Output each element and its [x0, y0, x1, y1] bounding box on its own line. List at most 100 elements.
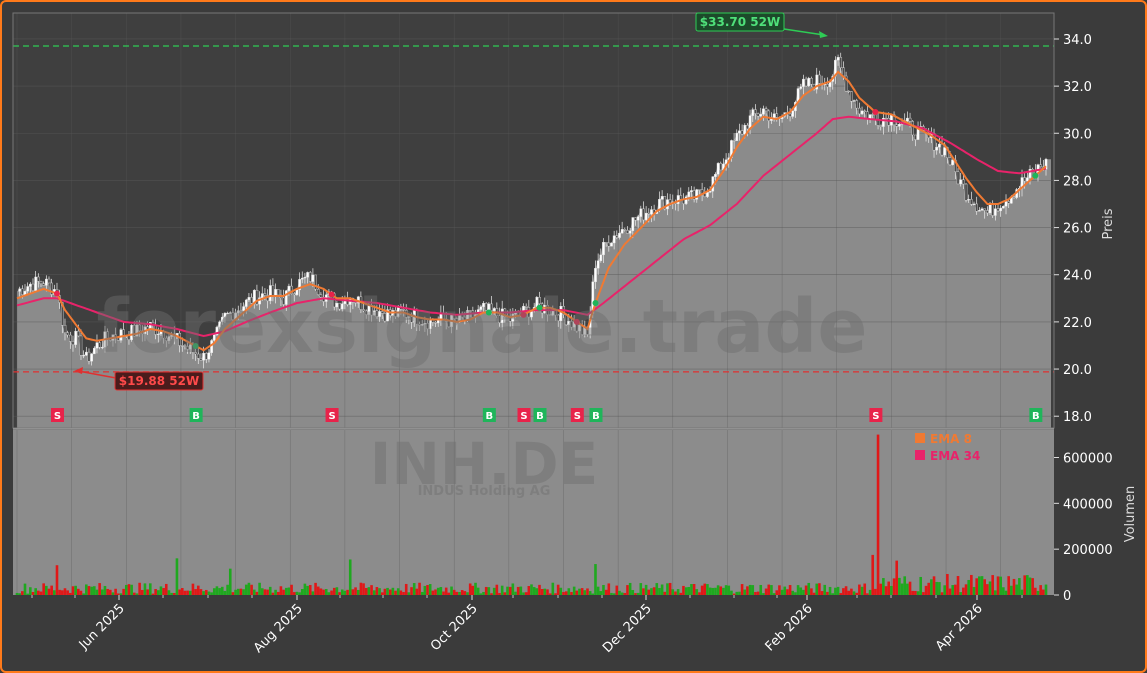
candle-body	[212, 334, 216, 341]
volume-bar	[439, 587, 443, 595]
candle-body	[959, 179, 962, 185]
volume-bar	[479, 593, 483, 595]
candle-body	[767, 110, 771, 121]
signal-label: S	[872, 411, 879, 422]
volume-bar	[727, 585, 731, 595]
volume-bar	[466, 592, 469, 595]
volume-bar	[924, 585, 928, 595]
signal-marker-sell	[869, 408, 883, 422]
signal-marker-buy	[189, 408, 203, 422]
volume-bar	[167, 590, 171, 595]
candle-body	[996, 208, 1000, 212]
volume-bar	[692, 584, 696, 595]
candle-body	[292, 293, 296, 296]
candle-body	[196, 353, 200, 359]
high-52w-box	[695, 12, 785, 32]
candle-body	[135, 324, 139, 337]
volume-bar	[258, 582, 261, 595]
volume-bar	[508, 586, 512, 595]
volume-bar	[986, 584, 989, 595]
candle-body	[93, 347, 96, 355]
candle-body	[247, 297, 251, 301]
crossover-dot	[328, 291, 335, 298]
candle-body	[410, 316, 413, 323]
volume-bar	[583, 590, 587, 595]
volume-bar	[858, 584, 861, 595]
volume-bar	[484, 586, 488, 595]
candle-body	[1026, 177, 1029, 182]
volume-bar	[839, 593, 843, 595]
volume-bar	[836, 586, 840, 595]
volume-bar	[154, 589, 157, 595]
volume-bar	[922, 592, 925, 595]
signal-label: B	[486, 411, 494, 422]
volume-bar	[447, 592, 451, 595]
volume-bar	[767, 584, 771, 595]
volume-bar	[188, 590, 192, 595]
candle-body	[650, 209, 653, 215]
volume-bar	[762, 593, 765, 595]
volume-bar	[388, 589, 392, 595]
volume-bar	[298, 592, 301, 595]
candle-body	[719, 163, 723, 171]
x-tick-label: Jun 2025	[76, 601, 128, 653]
volume-bar	[1028, 577, 1032, 595]
candle-body	[956, 171, 960, 185]
volume-bar	[463, 591, 467, 595]
price-panel-border	[12, 12, 1055, 429]
candle-body	[860, 110, 864, 115]
price-tick-label: 28.0	[1063, 174, 1092, 189]
candle-body	[698, 189, 701, 191]
signal-label: B	[536, 411, 544, 422]
volume-bar	[847, 590, 851, 595]
candle-body	[706, 192, 709, 197]
x-tick-label: Oct 2025	[428, 601, 481, 654]
volume-bar	[556, 584, 560, 595]
candle-body	[263, 293, 267, 296]
volume-bar	[37, 590, 40, 595]
volume-bar	[562, 592, 565, 595]
volume-bar	[194, 589, 197, 595]
volume-bar	[63, 588, 67, 595]
candle-body	[938, 143, 941, 148]
volume-bar	[180, 588, 184, 595]
volume-bar	[786, 589, 789, 595]
volume-bar	[346, 589, 349, 595]
volume-bar	[236, 588, 240, 595]
volume-bar	[404, 583, 408, 595]
price-tick-label: 24.0	[1063, 269, 1092, 284]
candle-body	[378, 311, 381, 317]
volume-bar	[860, 586, 864, 595]
candle-body	[45, 278, 48, 286]
volume-bar	[74, 585, 77, 595]
volume-bar	[132, 592, 136, 595]
candle-body	[300, 277, 304, 280]
candle-body	[319, 294, 323, 298]
volume-bar	[820, 591, 824, 595]
signal-marker-buy	[1029, 408, 1043, 422]
volume-bar	[367, 587, 371, 595]
volume-bar	[492, 587, 496, 595]
volume-bar	[719, 586, 723, 595]
volume-bar	[109, 589, 112, 595]
volume-bar	[202, 591, 205, 595]
volume-bar	[500, 585, 504, 595]
volume-bar	[879, 583, 883, 595]
candle-body	[684, 196, 688, 204]
volume-bar	[679, 592, 683, 595]
candle-body	[364, 310, 368, 315]
volume-bar	[943, 585, 946, 595]
volume-bar	[914, 590, 917, 595]
x-tick-label: Aug 2025	[251, 601, 306, 656]
candle-body	[236, 310, 240, 314]
volume-bar	[287, 587, 291, 595]
signal-marker-sell	[517, 408, 531, 422]
volume-bar	[735, 591, 739, 595]
volume-bar	[119, 593, 123, 595]
volume-bar	[1042, 589, 1045, 595]
candle-body	[47, 278, 51, 284]
crossover-dot	[573, 318, 580, 325]
candle-body	[1028, 169, 1032, 178]
volume-bar	[228, 568, 232, 595]
